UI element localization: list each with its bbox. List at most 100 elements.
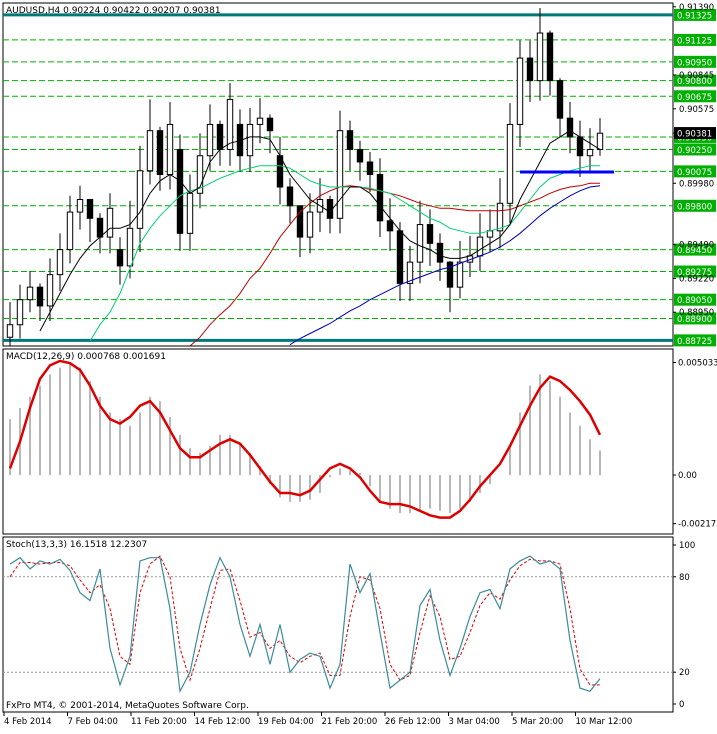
level-label: 0.88725 [677,337,712,347]
price-tick-label: 0.89490 [679,241,714,251]
bear-candle [436,242,444,263]
time-tick-label: 4 Feb 2014 [4,717,52,727]
level-label-box [674,312,716,325]
bull-candle [66,211,74,251]
level-label-box [674,90,716,103]
bull-candle [76,199,84,213]
bear-candle [86,199,94,219]
bear-candle [266,117,274,132]
macd-tick-label: -0.002173 [678,520,717,530]
bull-candle [246,123,254,157]
bear-candle [346,130,354,150]
bull-candle [536,32,544,82]
level-label-box [674,293,716,306]
bear-candle [386,220,394,232]
time-tick-label: 21 Feb 20:00 [322,717,378,727]
bull-candle [226,98,234,150]
price-header: AUDUSD,H4 0.90224 0.90422 0.90207 0.9038… [6,6,221,16]
level-label-box [674,199,716,212]
time-tick-label: 3 Mar 04:00 [449,717,500,727]
stoch-lines [9,555,601,694]
stoch-main-line [9,555,601,694]
macd-pane-frame [2,348,674,535]
bull-candle [586,148,594,157]
macd-histogram [9,363,601,514]
level-label: 0.91125 [677,36,712,46]
bear-candle [566,117,574,138]
bull-candle [336,130,344,219]
stoch-tick-label: 100 [679,541,695,551]
bull-candle [206,123,214,157]
bull-candle [26,286,34,301]
bear-candle [556,80,564,119]
price-tick-label: 0.91390 [679,3,714,13]
current-price-label: 0.90381 [677,130,712,140]
bull-candle [516,57,524,125]
macd-signal-path [8,359,602,519]
macd-tick-label: 0.00 [678,471,697,481]
bear-candle [576,136,584,157]
price-tick-label: 0.89980 [679,179,714,189]
time-axis: 4 Feb 2014 7 Feb 04:00 11 Feb 20:00 14 Feb … [3,712,633,727]
level-label: 0.90800 [677,77,712,87]
level-label-box [674,334,716,347]
level-label-box [674,74,716,87]
bull-candle [306,211,314,238]
bull-candle [46,274,54,307]
macd-tick-label: 0.005033 [678,358,717,368]
level-label-box [674,243,716,256]
time-tick-label: 14 Feb 12:00 [195,717,251,727]
bull-candle [476,236,484,257]
ma-black-line [39,130,601,332]
bear-candle [526,57,534,82]
level-label-box [674,143,716,156]
price-y-axis: 0.91325 0.91125 0.90950 0.90800 0.90675 0.903… [673,3,716,347]
level-label-box [674,55,716,68]
bull-candle [56,249,64,276]
bear-candle [96,217,104,238]
bull-candle [456,261,464,288]
bear-candle [156,130,164,175]
level-label: 0.89050 [677,296,712,306]
ma-red-line [189,182,600,347]
price-candles[interactable] [6,8,604,346]
bull-candle [126,227,134,267]
level-label: 0.90950 [677,58,712,68]
stoch-pane-frame [2,536,674,713]
stoch-levels [3,576,673,673]
level-label: 0.89275 [677,268,712,278]
time-tick-label: 10 Mar 12:00 [576,717,633,727]
bear-candle [116,249,124,267]
level-label: 0.91325 [677,11,712,21]
macd-pane: 0.005033 0.00 -0.002173 MACD(12,26,9) 0.00… [2,348,717,535]
moving-averages [39,130,601,347]
bear-candle [376,174,384,222]
price-tick-label: 0.90845 [679,71,714,81]
price-tick-label: 0.90575 [679,105,714,115]
bull-candle [6,324,14,338]
price-tick-label: 0.88950 [679,308,714,318]
current-price-box [674,127,716,140]
level-label-box [674,165,716,178]
bear-candle [426,224,434,244]
bull-candle [146,130,154,172]
bull-candle [256,117,264,125]
level-label-box [674,265,716,278]
bull-candle [406,261,414,284]
bull-candle [196,155,204,194]
level-label: 0.90250 [677,146,712,156]
stoch-pane: 100 80 20 0 Stoch(13,3,3) 16.1518 12.2307 F… [2,536,695,713]
level-label: 0.90075 [677,168,712,178]
price-tick-label: 0.89220 [679,274,714,284]
price-levels [3,13,673,342]
price-pane-frame [2,2,674,347]
price-pane: 0.91325 0.91125 0.90950 0.90800 0.90675 0.903… [2,2,716,347]
bear-candle [36,286,44,307]
level-label: 0.89800 [677,202,712,212]
bear-candle [276,155,284,188]
level-label-box [674,33,716,46]
bear-candle [216,123,224,150]
bear-candle [366,161,374,175]
